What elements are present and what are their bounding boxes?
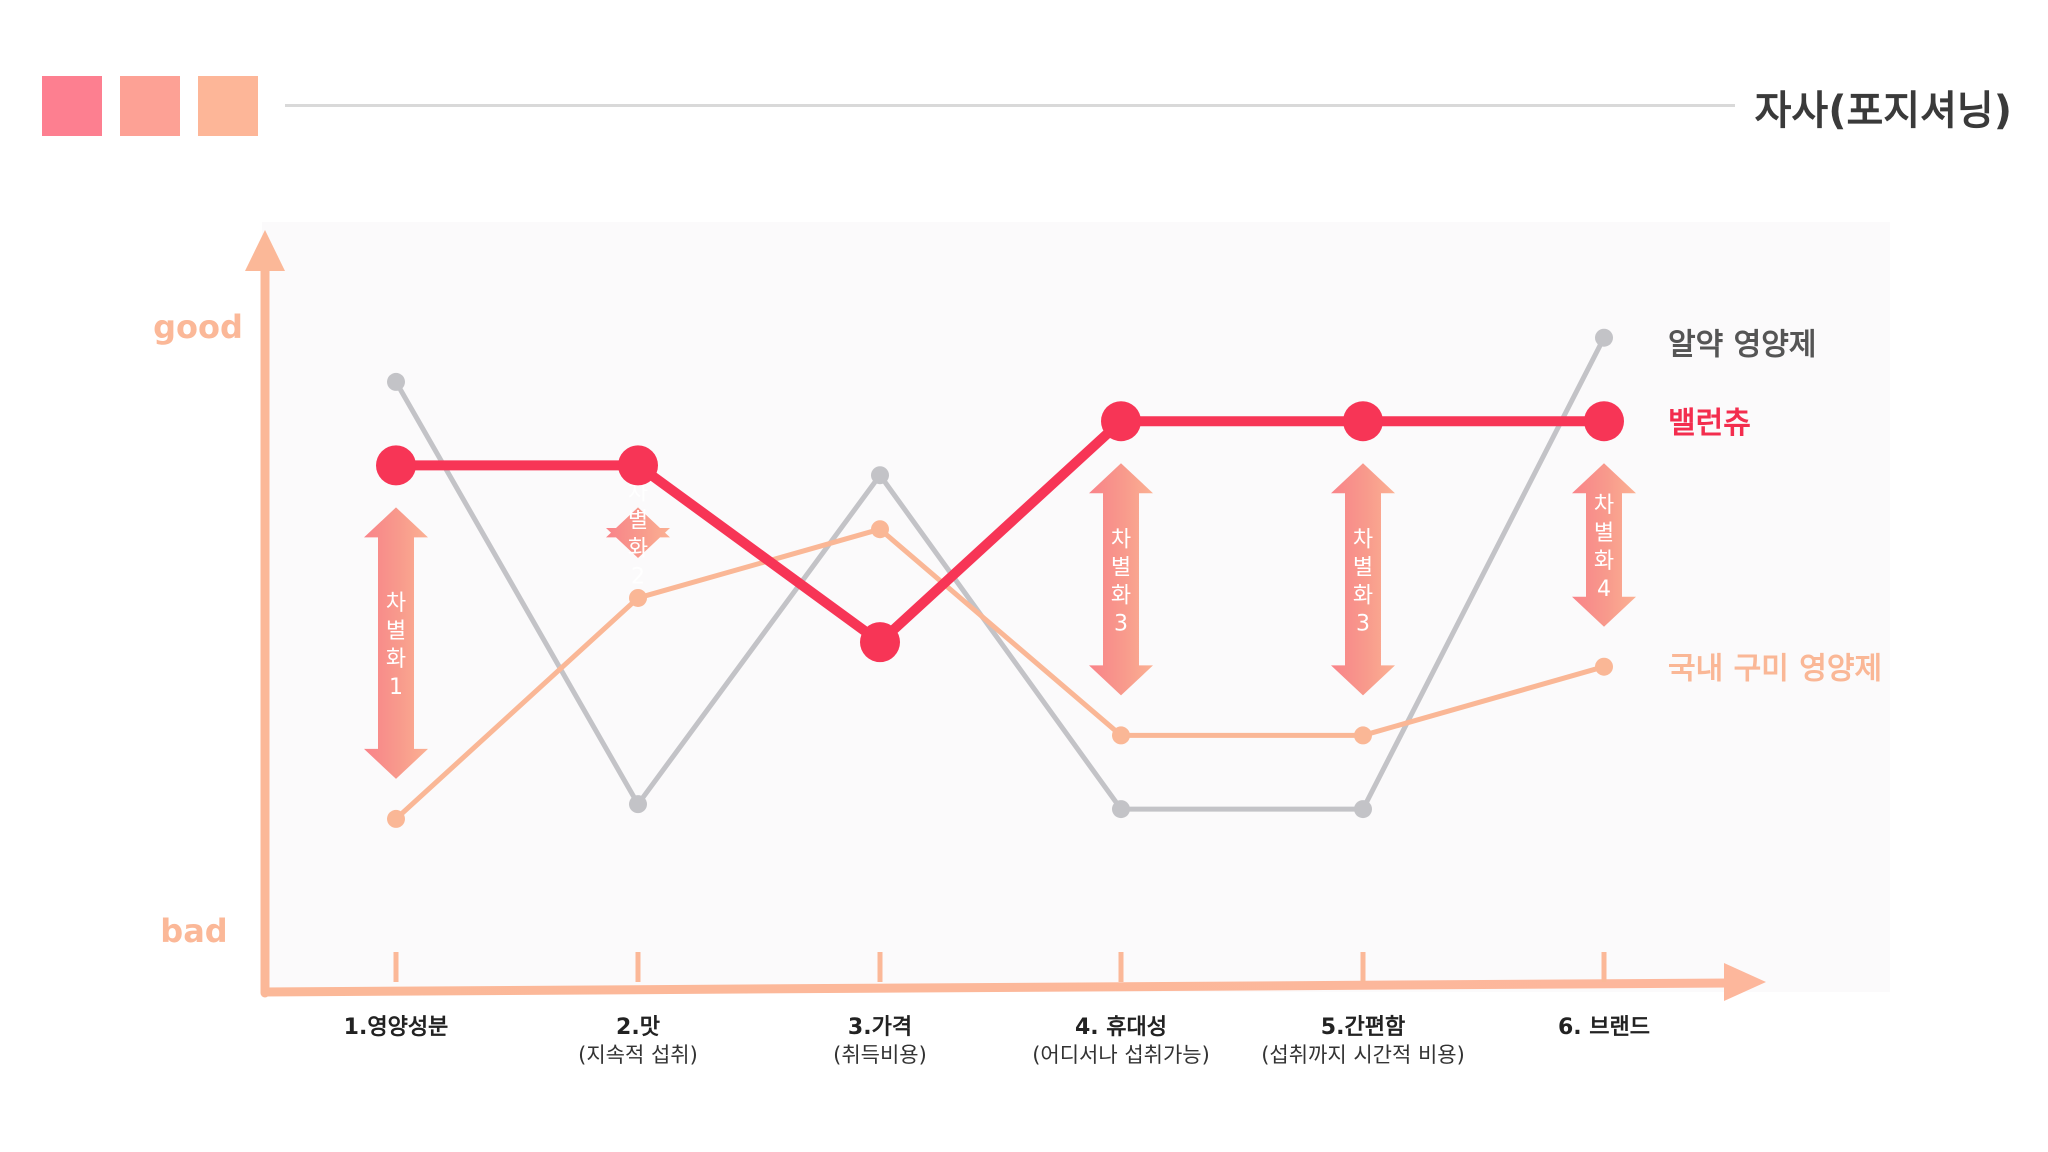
- differentiation-label: 1: [389, 675, 403, 700]
- series-point: [618, 445, 658, 486]
- differentiation-label: 화: [1353, 583, 1373, 608]
- series-point: [387, 809, 405, 828]
- x-tick-label: 5.간편함: [1321, 1015, 1405, 1040]
- differentiation-label: 화: [1111, 583, 1131, 608]
- differentiation-label: 화: [1594, 549, 1614, 574]
- series-point: [629, 795, 647, 814]
- x-tick-sublabel: (섭취까지 시간적 비용): [1261, 1043, 1465, 1067]
- x-tick-label: 6. 브랜드: [1558, 1015, 1650, 1040]
- differentiation-arrow: [1331, 463, 1395, 696]
- series-point: [1343, 401, 1383, 442]
- series-point: [387, 372, 405, 391]
- series-point: [1101, 401, 1141, 442]
- series-point: [1595, 328, 1613, 347]
- differentiation-label: 차: [386, 591, 406, 616]
- series-point: [1112, 800, 1130, 819]
- differentiation-label: 별: [386, 619, 406, 644]
- x-tick-sublabel: (어디서나 섭취가능): [1032, 1043, 1210, 1067]
- series-label: 밸런츄: [1668, 406, 1751, 441]
- x-tick-label: 2.맛: [616, 1015, 660, 1040]
- series-label: 알약 영양제: [1668, 328, 1816, 363]
- series-point: [629, 588, 647, 607]
- x-tick-sublabel: (지속적 섭취): [578, 1043, 698, 1067]
- series-point: [1354, 726, 1372, 745]
- series-point: [871, 466, 889, 485]
- y-axis-arrowhead: [245, 230, 285, 271]
- series-point: [860, 622, 900, 663]
- differentiation-arrow: [1089, 463, 1153, 696]
- differentiation-label: 차: [1353, 527, 1373, 552]
- header-square-3: [198, 76, 258, 136]
- differentiation-label: 별: [1353, 555, 1373, 580]
- y-axis-label-good: good: [153, 308, 243, 346]
- header-divider: [285, 104, 1735, 107]
- series-label: 국내 구미 영양제: [1668, 652, 1882, 687]
- differentiation-label: 3: [1114, 611, 1128, 636]
- series-point: [376, 445, 416, 486]
- differentiation-label: 별: [628, 509, 648, 534]
- plot-background: [262, 222, 1890, 992]
- series-line: [394, 526, 1605, 821]
- x-tick-label: 4. 휴대성: [1075, 1015, 1167, 1040]
- differentiation-label: 차: [1594, 493, 1614, 518]
- differentiation-label: 별: [1594, 521, 1614, 546]
- y-axis-label-bad: bad: [160, 912, 227, 950]
- differentiation-label: 2: [631, 565, 645, 590]
- series-point: [1595, 657, 1613, 676]
- differentiation-arrow: [364, 507, 428, 779]
- differentiation-arrow: [1572, 463, 1636, 627]
- x-tick-label: 3.가격: [848, 1015, 912, 1040]
- differentiation-label: 화: [386, 647, 406, 672]
- series-point: [1584, 401, 1624, 442]
- page-title: 자사(포지셔닝): [1754, 88, 2012, 134]
- x-tick-sublabel: (취득비용): [833, 1043, 927, 1067]
- x-tick-label: 1.영양성분: [344, 1015, 449, 1040]
- series-point: [871, 520, 889, 539]
- header-square-1: [42, 76, 102, 136]
- differentiation-label: 4: [1597, 577, 1611, 602]
- header-square-2: [120, 76, 180, 136]
- differentiation-label: 차: [1111, 527, 1131, 552]
- series-point: [1112, 726, 1130, 745]
- differentiation-label: 별: [1111, 555, 1131, 580]
- differentiation-label: 3: [1356, 611, 1370, 636]
- series-point: [1354, 800, 1372, 819]
- x-axis-arrowhead: [1724, 963, 1766, 1001]
- differentiation-label: 차: [628, 481, 648, 506]
- x-axis-line: [261, 978, 1731, 997]
- differentiation-label: 화: [628, 537, 648, 562]
- series-line: [393, 336, 1607, 812]
- series-line: [396, 416, 1604, 648]
- differentiation-arrow: [606, 507, 670, 558]
